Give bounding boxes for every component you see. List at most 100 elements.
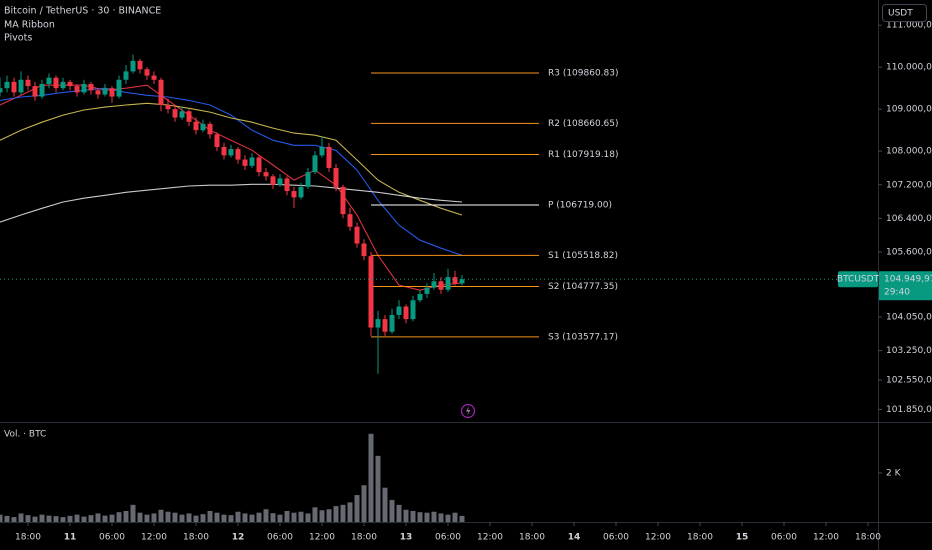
candle-body <box>11 81 17 93</box>
candle-body <box>130 60 136 72</box>
x-tick-label: 15 <box>736 533 749 543</box>
volume-bar <box>291 512 297 522</box>
x-tick-label: 18:00 <box>183 533 209 543</box>
volume-bar <box>18 513 24 522</box>
candle-body <box>200 123 206 131</box>
y-tick-label: 106.400,00 <box>886 214 932 224</box>
candle-body <box>137 60 143 70</box>
volume-bar <box>32 516 38 522</box>
volume-bar <box>193 515 199 522</box>
volume-bar <box>186 513 192 522</box>
x-tick-label: 12:00 <box>141 533 167 543</box>
volume-bar <box>221 514 227 522</box>
candle-body <box>179 111 185 118</box>
pivot-label: S1 (105518.82) <box>548 251 618 261</box>
candle-body <box>123 71 129 80</box>
x-tick-label: 06:00 <box>603 533 629 543</box>
candle-body <box>88 83 94 91</box>
candle-body <box>165 104 171 110</box>
volume-bar <box>235 511 241 522</box>
plot: 111.000,00 110.000,00 109.000,00 108.000,00… <box>0 21 932 543</box>
x-tick-label: 14 <box>568 533 581 543</box>
candle-body <box>305 172 311 187</box>
volume-bar <box>144 514 150 522</box>
currency-button[interactable] <box>882 4 927 22</box>
pivot-label: P (106719.00) <box>548 200 612 210</box>
volume-bar <box>0 514 3 522</box>
volume-bar <box>270 513 276 522</box>
currency-label[interactable]: USDT <box>888 9 913 19</box>
volume-bar <box>207 510 213 522</box>
volume-bar <box>151 513 157 522</box>
candle-body <box>410 300 416 320</box>
x-tick-label: 06:00 <box>99 533 125 543</box>
volume-bar <box>102 515 108 522</box>
candle-body <box>116 79 122 97</box>
volume-bar <box>179 514 185 522</box>
candle-body <box>144 69 150 76</box>
volume-bar <box>123 510 129 522</box>
volume-bar <box>375 455 381 522</box>
candle-body <box>0 88 3 93</box>
candle-body <box>368 256 374 328</box>
volume-bar <box>256 512 262 522</box>
volume-bar <box>39 514 45 522</box>
y-tick-label: 110.000,00 <box>886 63 932 73</box>
x-tick-label: 06:00 <box>771 533 797 543</box>
candle-body <box>347 214 353 227</box>
candle-body <box>74 86 80 93</box>
x-tick-label: 06:00 <box>267 533 293 543</box>
y-tick-label: 104.050,00 <box>886 313 932 323</box>
volume-bar <box>403 509 409 522</box>
symbol-tag-label: BTCUSDT <box>837 275 880 285</box>
y-tick-label: 105.600,00 <box>886 247 932 257</box>
volume-bar <box>354 495 360 522</box>
volume-bar <box>319 510 325 522</box>
candle-body <box>228 149 234 156</box>
volume-bar <box>340 504 346 522</box>
lightning-icon[interactable] <box>460 403 476 419</box>
candle-body <box>158 79 164 105</box>
volume-bar <box>242 513 248 522</box>
x-tick-label: 12 <box>232 533 245 543</box>
candle-body <box>382 319 388 332</box>
volume-bar <box>431 511 437 522</box>
pivot-label: S3 (103577.17) <box>548 332 618 342</box>
x-tick-label: 11 <box>64 533 77 543</box>
volume-bar <box>200 514 206 522</box>
volume-bar <box>81 516 87 522</box>
candle-body <box>291 191 297 198</box>
indicator-label: MA Ribbon <box>4 20 55 31</box>
symbol-title: Bitcoin / TetherUS · 30 · BINANCE <box>4 6 161 17</box>
x-tick-label: 12:00 <box>477 533 503 543</box>
candle-body <box>151 75 157 80</box>
candle-body <box>319 146 325 156</box>
volume-bar <box>67 515 73 522</box>
volume-bar <box>424 512 430 522</box>
volume-bar <box>459 515 465 522</box>
pivot-label: R3 (109860.83) <box>548 69 619 79</box>
volume-bar <box>60 517 66 522</box>
volume-bar <box>249 514 255 522</box>
volume-bar <box>116 512 122 522</box>
candle-body <box>46 77 52 84</box>
candle-body <box>326 146 332 168</box>
volume-bar <box>74 514 80 522</box>
volume-bar <box>4 515 10 522</box>
candle-body <box>298 186 304 198</box>
y-tick-label: 103.250,00 <box>886 346 932 356</box>
volume-bar <box>165 511 171 522</box>
candle-body <box>186 111 192 122</box>
candle-body <box>459 279 465 284</box>
x-tick-label: 18:00 <box>519 533 545 543</box>
ma-line <box>0 102 463 216</box>
pivot-label: R2 (108660.65) <box>548 119 619 129</box>
ma-line <box>0 183 463 223</box>
x-tick-label: 18:00 <box>351 533 377 543</box>
candle-body <box>60 81 66 89</box>
candle-body <box>214 134 220 147</box>
candle-body <box>207 123 213 135</box>
pivot-label: R1 (107919.18) <box>548 150 619 160</box>
y-tick-label: 102.550,00 <box>886 376 932 386</box>
